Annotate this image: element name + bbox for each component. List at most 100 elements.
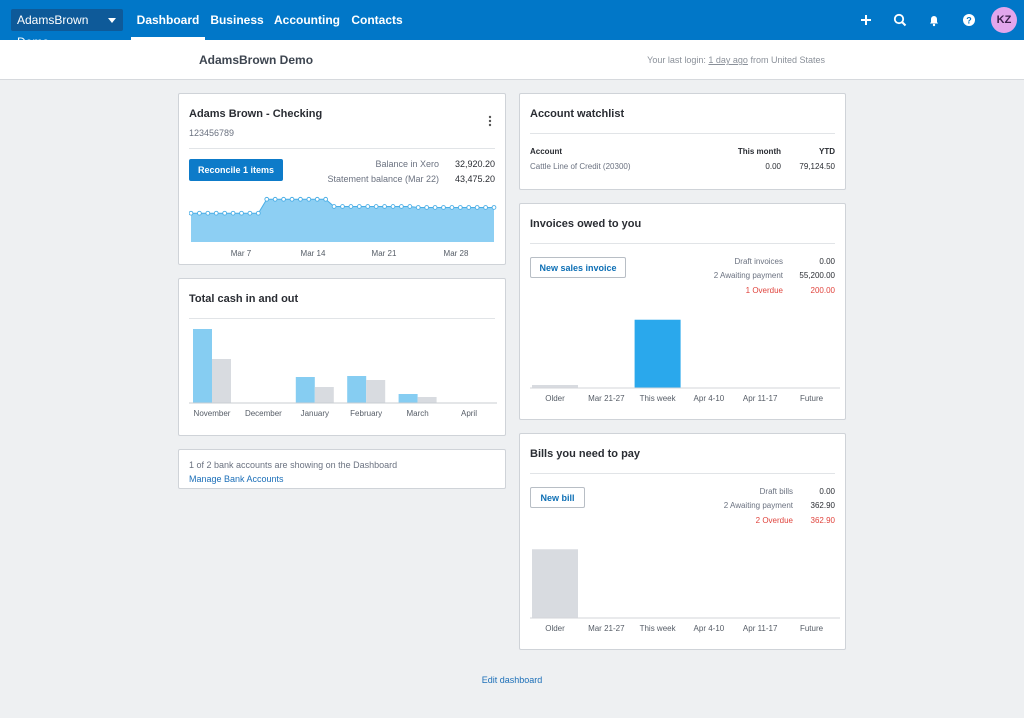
- avatar[interactable]: KZ: [991, 7, 1017, 33]
- statement-balance-label: Statement balance (Mar 22): [327, 174, 439, 184]
- cash-in-bar[interactable]: [295, 377, 315, 403]
- bills-awaiting-payment-value: 362.90: [810, 501, 835, 510]
- cash-out-bar[interactable]: [417, 397, 437, 403]
- balance-point[interactable]: [197, 210, 202, 216]
- x-tick-label: Mar 28: [443, 249, 469, 258]
- bank-accounts-note: 1 of 2 bank accounts are showing on the …: [189, 460, 398, 470]
- watchlist-title: Account watchlist: [530, 108, 625, 120]
- balance-point[interactable]: [255, 210, 261, 216]
- awaiting-payment-value: 55,200.00: [799, 271, 835, 280]
- cash-in-bar[interactable]: [347, 376, 367, 403]
- tab-contacts-label: Contacts: [351, 13, 403, 27]
- balance-point[interactable]: [356, 204, 362, 209]
- balance-point[interactable]: [415, 205, 421, 210]
- watchlist-account: Cattle Line of Credit (20300): [530, 162, 631, 171]
- col-account: Account: [530, 147, 562, 156]
- awaiting-payment-link[interactable]: 2 Awaiting payment: [713, 271, 783, 280]
- balance-point[interactable]: [466, 205, 472, 210]
- invoices-bar-chart: [530, 319, 840, 389]
- x-tick-label: Mar 21-27: [588, 624, 625, 633]
- balance-point[interactable]: [449, 205, 455, 210]
- new-bill-button[interactable]: New bill: [530, 487, 585, 508]
- balance-point[interactable]: [365, 204, 371, 209]
- tab-accounting[interactable]: Accounting: [272, 0, 342, 40]
- invoice-bar[interactable]: [532, 385, 578, 388]
- tab-dashboard-label: Dashboard: [136, 13, 200, 27]
- x-tick-label: Apr 11-17: [742, 624, 778, 633]
- balance-xero-label: Balance in Xero: [375, 159, 439, 169]
- balance-point[interactable]: [331, 204, 337, 209]
- balance-point[interactable]: [222, 210, 228, 216]
- plus-icon[interactable]: [857, 11, 875, 29]
- balance-point[interactable]: [281, 196, 286, 202]
- bills-awaiting-payment-link[interactable]: 2 Awaiting payment: [723, 501, 793, 510]
- bill-bar[interactable]: [532, 549, 578, 618]
- tab-dashboard[interactable]: Dashboard: [131, 0, 205, 40]
- balance-point[interactable]: [323, 196, 329, 202]
- bills-bar-chart: [530, 549, 840, 619]
- reconcile-button[interactable]: Reconcile 1 items: [189, 159, 283, 181]
- balance-point[interactable]: [298, 196, 303, 202]
- cash-out-bar[interactable]: [314, 387, 334, 403]
- help-icon[interactable]: ?: [960, 11, 978, 29]
- bills-to-pay-card: Bills you need to pay New bill Draft bil…: [519, 433, 846, 650]
- col-this-month: This month: [737, 147, 781, 156]
- balance-point[interactable]: [189, 210, 194, 216]
- balance-point[interactable]: [348, 204, 354, 209]
- cash-out-bar[interactable]: [366, 380, 386, 403]
- overdue-link[interactable]: 1 Overdue: [745, 286, 783, 295]
- total-cash-card: Total cash in and out November December Ja…: [178, 278, 506, 436]
- tab-business[interactable]: Business: [207, 0, 267, 40]
- bank-accounts-note-card: 1 of 2 bank accounts are showing on the …: [178, 449, 506, 489]
- last-login-link[interactable]: 1 day ago: [708, 55, 748, 65]
- x-tick-label: April: [460, 409, 477, 418]
- balance-point[interactable]: [213, 210, 219, 216]
- balance-point[interactable]: [239, 210, 244, 216]
- tab-contacts[interactable]: Contacts: [348, 0, 406, 40]
- bills-overdue-link[interactable]: 2 Overdue: [755, 516, 793, 525]
- balance-point[interactable]: [474, 205, 480, 210]
- balance-point[interactable]: [483, 205, 488, 210]
- cash-in-bar[interactable]: [398, 394, 418, 403]
- balance-point[interactable]: [306, 196, 312, 202]
- balance-point[interactable]: [432, 205, 438, 210]
- balance-point[interactable]: [314, 196, 320, 202]
- balance-point[interactable]: [424, 205, 430, 210]
- balance-point[interactable]: [491, 205, 497, 210]
- invoice-bar[interactable]: [634, 319, 681, 388]
- x-tick-label: Apr 4-10: [693, 624, 725, 633]
- edit-dashboard-link[interactable]: Edit dashboard: [0, 675, 1024, 685]
- balance-point[interactable]: [373, 204, 379, 209]
- overdue-value: 200.00: [810, 286, 835, 295]
- page-title: AdamsBrown Demo: [199, 53, 314, 67]
- balance-point[interactable]: [390, 204, 396, 209]
- new-sales-invoice-button[interactable]: New sales invoice: [530, 257, 626, 278]
- edit-dashboard-label[interactable]: Edit dashboard: [481, 675, 543, 685]
- balance-point[interactable]: [441, 205, 446, 210]
- draft-bills-label: Draft bills: [759, 487, 793, 496]
- balance-point[interactable]: [230, 210, 236, 216]
- x-tick-label: Mar 14: [300, 249, 326, 258]
- balance-point[interactable]: [457, 205, 463, 210]
- draft-bills-value: 0.00: [819, 487, 835, 496]
- x-tick-label: This week: [639, 624, 676, 633]
- x-tick-label: Apr 11-17: [742, 394, 778, 403]
- balance-point[interactable]: [247, 210, 253, 216]
- x-tick-label: Older: [545, 624, 565, 633]
- cash-in-bar[interactable]: [193, 329, 212, 403]
- more-options-icon[interactable]: [484, 114, 496, 128]
- search-icon[interactable]: [891, 11, 909, 29]
- balance-point[interactable]: [340, 204, 345, 209]
- balance-point[interactable]: [399, 204, 404, 209]
- divider: [530, 243, 835, 244]
- balance-point[interactable]: [205, 210, 211, 216]
- balance-point[interactable]: [264, 196, 270, 202]
- bell-icon[interactable]: [925, 11, 943, 29]
- balance-point[interactable]: [272, 196, 278, 202]
- balance-point[interactable]: [407, 204, 413, 209]
- manage-bank-accounts-link[interactable]: Manage Bank Accounts: [189, 474, 284, 484]
- cash-out-bar[interactable]: [212, 359, 231, 403]
- balance-point[interactable]: [289, 196, 295, 202]
- balance-point[interactable]: [382, 204, 387, 209]
- org-switcher[interactable]: AdamsBrown Demo: [11, 9, 123, 49]
